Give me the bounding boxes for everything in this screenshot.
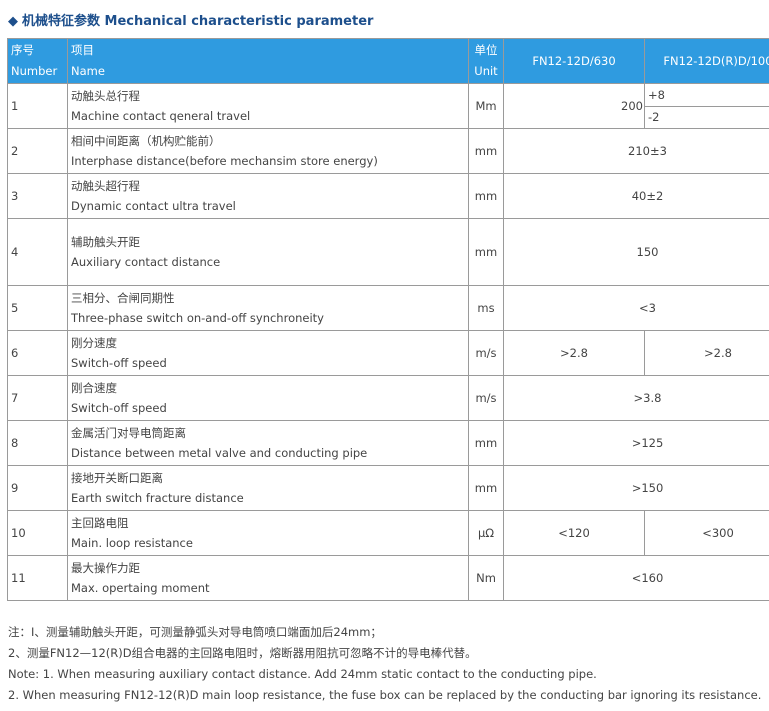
table-row: 10 主回路电阻 Main. loop resistance μΩ <120 <3…	[7, 510, 769, 556]
row-value-100: >2.8	[644, 330, 769, 376]
row-number: 1	[7, 83, 68, 129]
table-row: 5 三相分、合闸同期性 Three-phase switch on-and-off…	[7, 285, 769, 331]
row-unit: mm	[468, 128, 504, 174]
note-line: 注：I、测量辅助触头开距，可测量静弧头对导电筒喷口端面加后24mm；	[8, 625, 382, 639]
table-row: 9 接地开关断口距离 Earth switch fracture distance…	[7, 465, 769, 511]
table-row: 7 刚合速度 Switch-off speed m/s >3.8	[7, 375, 769, 421]
row-unit: mm	[468, 218, 504, 286]
table-row: 3 动触头超行程 Dynamic contact ultra travel mm …	[7, 173, 769, 219]
row-unit: mm	[468, 173, 504, 219]
note-line: Note: 1. When measuring auxiliary contac…	[8, 667, 597, 681]
row-name: 最大操作力距 Max. opertaing moment	[67, 555, 469, 601]
row-number: 2	[7, 128, 68, 174]
row-number: 8	[7, 420, 68, 466]
row-unit: μΩ	[468, 510, 504, 556]
row-name: 动触头总行程 Machine contact qeneral travel	[67, 83, 469, 129]
row-name: 辅助触头开距 Auxiliary contact distance	[67, 218, 469, 286]
section-title: ◆ 机械特征参数 Mechanical characteristic parame…	[8, 12, 373, 32]
table-row: 6 刚分速度 Switch-off speed m/s >2.8 >2.8	[7, 330, 769, 376]
tolerance-plus: +8	[645, 85, 769, 107]
row-value: <160	[503, 555, 769, 601]
row-name: 刚合速度 Switch-off speed	[67, 375, 469, 421]
header-fn12-12d-r-d-100: FN12-12D(R)D/100	[644, 38, 769, 84]
table-row: 1 动触头总行程 Machine contact qeneral travel M…	[7, 83, 769, 129]
row-number: 7	[7, 375, 68, 421]
row-unit: mm	[468, 420, 504, 466]
row-name: 主回路电阻 Main. loop resistance	[67, 510, 469, 556]
note-line: 2. When measuring FN12-12(R)D main loop …	[8, 688, 762, 702]
row-value-630: >2.8	[503, 330, 645, 376]
header-fn12-12d-630: FN12-12D/630	[503, 38, 645, 84]
notes: 注：I、测量辅助触头开距，可测量静弧头对导电筒喷口端面加后24mm； 2、测量F…	[8, 622, 761, 706]
row-value-100: <300	[644, 510, 769, 556]
table-row: 8 金属活门对导电筒距离 Distance between metal valve…	[7, 420, 769, 466]
row-name: 刚分速度 Switch-off speed	[67, 330, 469, 376]
row-unit: ms	[468, 285, 504, 331]
row-value: <3	[503, 285, 769, 331]
diamond-bullet-icon: ◆	[8, 14, 18, 29]
note-line: 2、测量FN12—12(R)D组合电器的主回路电阻时，熔断器用阻抗可忽略不计的导…	[8, 646, 477, 660]
row-value: 40±2	[503, 173, 769, 219]
row-name: 动触头超行程 Dynamic contact ultra travel	[67, 173, 469, 219]
row-value-tolerance: +8 -2	[644, 83, 769, 129]
row-value: 210±3	[503, 128, 769, 174]
header-number: 序号 Number	[7, 38, 68, 84]
row-value: >150	[503, 465, 769, 511]
row-value: >3.8	[503, 375, 769, 421]
row-value-base: 200	[503, 83, 645, 129]
row-value-630: <120	[503, 510, 645, 556]
header-name: 项目 Name	[67, 38, 469, 84]
row-unit: Mm	[468, 83, 504, 129]
row-name: 相间中间距离（机构贮能前） Interphase distance(before …	[67, 128, 469, 174]
row-number: 5	[7, 285, 68, 331]
tolerance-minus: -2	[648, 109, 660, 124]
section-title-en: Mechanical characteristic parameter	[104, 14, 374, 29]
row-number: 4	[7, 218, 68, 286]
row-number: 3	[7, 173, 68, 219]
row-number: 11	[7, 555, 68, 601]
row-unit: Nm	[468, 555, 504, 601]
row-number: 9	[7, 465, 68, 511]
table-row: 11 最大操作力距 Max. opertaing moment Nm <160	[7, 555, 769, 601]
row-unit: m/s	[468, 330, 504, 376]
row-unit: m/s	[468, 375, 504, 421]
row-number: 6	[7, 330, 68, 376]
header-unit: 单位 Unit	[468, 38, 504, 84]
row-number: 10	[7, 510, 68, 556]
spec-table: 序号 Number 项目 Name 单位 Unit FN12-12D/630 FN12…	[7, 38, 769, 601]
row-unit: mm	[468, 465, 504, 511]
table-header-row: 序号 Number 项目 Name 单位 Unit FN12-12D/630 FN12…	[7, 38, 769, 84]
row-value: 150	[503, 218, 769, 286]
table-row: 4 辅助触头开距 Auxiliary contact distance mm 15…	[7, 218, 769, 286]
row-name: 金属活门对导电筒距离 Distance between metal valve a…	[67, 420, 469, 466]
row-value: >125	[503, 420, 769, 466]
row-name: 接地开关断口距离 Earth switch fracture distance	[67, 465, 469, 511]
table-row: 2 相间中间距离（机构贮能前） Interphase distance(befor…	[7, 128, 769, 174]
row-name: 三相分、合闸同期性 Three-phase switch on-and-off s…	[67, 285, 469, 331]
section-title-zh: 机械特征参数	[22, 14, 101, 29]
